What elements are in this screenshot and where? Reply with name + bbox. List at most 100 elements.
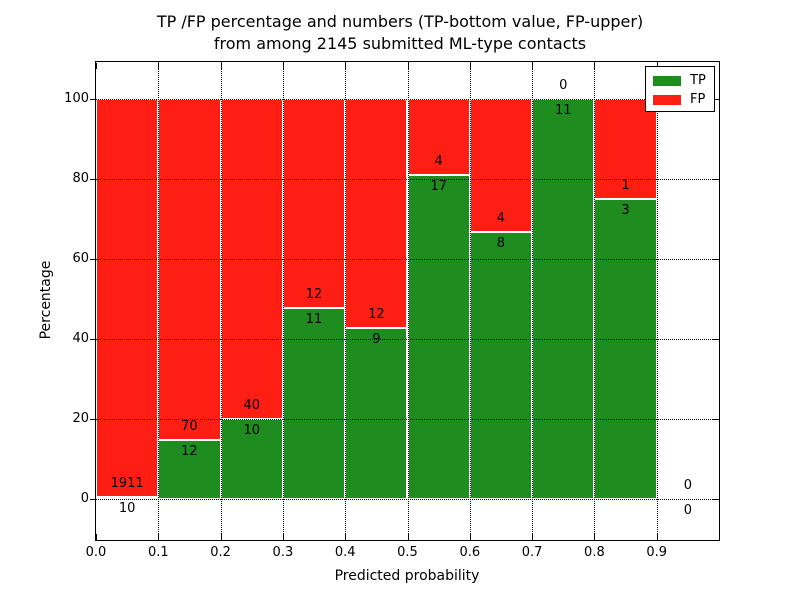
x-tick-label: 0.9	[646, 545, 668, 560]
x-tick	[407, 534, 409, 540]
x-tick	[96, 534, 97, 540]
v-gridline	[656, 62, 658, 540]
y-tick-label: 0	[80, 491, 89, 506]
v-gridline	[345, 62, 347, 540]
x-tick-label: 0.1	[147, 545, 169, 560]
v-gridline	[594, 62, 596, 540]
legend-swatch-tp-icon	[653, 75, 681, 86]
tp-count-label: 0	[683, 503, 692, 518]
tp-count-label: 11	[305, 311, 323, 327]
tp-count-label: 3	[621, 203, 630, 218]
x-tick	[220, 534, 222, 540]
y-tick	[90, 499, 96, 500]
v-gridline	[532, 62, 534, 540]
x-tick	[656, 534, 658, 540]
x-tick	[345, 63, 347, 69]
x-tick-label: 0.4	[334, 545, 356, 560]
x-tick	[282, 63, 284, 69]
y-tick	[90, 99, 96, 100]
x-tick	[594, 534, 596, 540]
legend-label-tp: TP	[690, 73, 706, 88]
tp-count-label: 10	[243, 423, 261, 438]
x-tick	[345, 534, 347, 540]
tp-count-label: 17	[430, 179, 447, 195]
bar-tp-segment	[469, 232, 533, 499]
x-tick	[469, 534, 471, 540]
bar-fp-segment	[96, 99, 159, 497]
tp-count-label: 10	[118, 500, 136, 516]
bar-fp-segment	[158, 99, 221, 441]
bar-fp-segment	[594, 99, 657, 199]
x-tick-label: 0.5	[397, 545, 418, 560]
x-tick	[532, 63, 534, 69]
fp-count-label: 40	[243, 398, 261, 413]
y-tick	[712, 259, 718, 260]
bar-tp-segment	[594, 199, 657, 499]
bar-fp-segment	[469, 99, 533, 233]
bar-tp-segment	[345, 327, 408, 499]
fp-count-label: 12	[305, 286, 323, 302]
v-gridline	[469, 62, 471, 540]
tp-count-label: 11	[554, 103, 572, 118]
fp-count-label: 4	[434, 154, 443, 170]
fp-count-label: 12	[368, 306, 385, 322]
y-tick-label: 20	[72, 411, 89, 426]
y-tick	[712, 99, 718, 100]
tp-count-label: 9	[372, 331, 381, 347]
bar-tp-segment	[220, 419, 283, 499]
fp-count-label: 1	[621, 178, 630, 193]
chart-title: TP /FP percentage and numbers (TP-bottom…	[0, 11, 800, 55]
x-tick-label: 0.3	[272, 545, 294, 560]
y-tick	[90, 179, 96, 180]
y-axis-label: Percentage	[38, 260, 54, 340]
v-gridline	[220, 62, 222, 540]
legend-swatch-fp-icon	[653, 94, 681, 105]
fp-count-label: 70	[181, 419, 198, 435]
bar-tp-segment	[282, 307, 346, 499]
fp-count-label: 0	[559, 78, 568, 93]
tp-count-label: 8	[496, 236, 506, 252]
chart-title-line1: TP /FP percentage and numbers (TP-bottom…	[156, 12, 644, 31]
legend: TP FP	[645, 66, 715, 112]
bar-tp-segment	[532, 99, 595, 499]
tp-count-label: 12	[181, 444, 198, 460]
x-tick	[220, 63, 222, 69]
y-tick	[90, 339, 96, 340]
legend-entry-fp: FP	[646, 90, 714, 109]
x-tick	[719, 63, 720, 69]
x-tick	[158, 63, 160, 69]
y-tick	[90, 419, 96, 420]
x-tick-label: 0.2	[210, 545, 231, 560]
y-tick	[712, 499, 718, 500]
x-tick-label: 0.6	[459, 545, 481, 560]
x-tick	[158, 534, 160, 540]
x-tick	[719, 534, 720, 540]
y-tick-label: 40	[72, 331, 89, 346]
y-tick-label: 100	[64, 91, 89, 106]
v-gridline	[158, 62, 160, 540]
y-tick-label: 60	[72, 251, 89, 266]
y-tick	[712, 339, 718, 340]
x-tick-label: 0.7	[521, 545, 543, 560]
fp-count-label: 0	[683, 478, 692, 493]
x-tick	[96, 63, 97, 69]
x-tick	[469, 63, 471, 69]
fp-count-label: 4	[496, 211, 506, 227]
y-tick	[712, 179, 718, 180]
chart-title-line2: from among 2145 submitted ML-type contac…	[213, 34, 587, 53]
x-tick-label: 0.0	[85, 545, 107, 560]
y-tick	[712, 419, 718, 420]
y-tick	[90, 259, 96, 260]
x-tick	[594, 63, 596, 69]
legend-label-fp: FP	[690, 92, 706, 107]
v-gridline	[407, 62, 409, 540]
x-axis-label: Predicted probability	[334, 568, 480, 584]
legend-entry-tp: TP	[646, 71, 714, 90]
fp-count-label: 1911	[110, 475, 144, 491]
x-tick	[532, 534, 534, 540]
v-gridline	[282, 62, 284, 540]
bar-tp-segment	[407, 175, 470, 499]
bar-fp-segment	[345, 99, 408, 328]
y-tick-label: 80	[72, 171, 89, 186]
